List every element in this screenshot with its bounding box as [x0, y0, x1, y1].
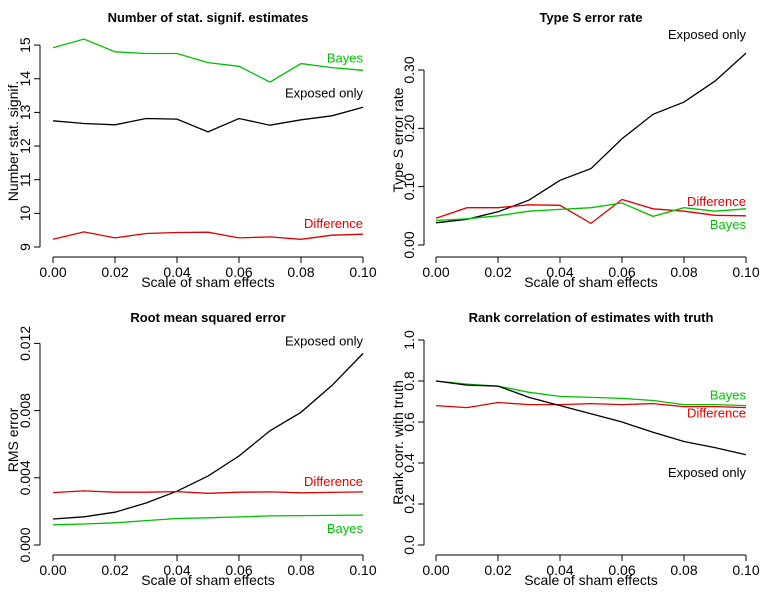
y-axis-label: RMS error [5, 407, 21, 472]
series-line-bayes [435, 202, 747, 222]
panel-title: Type S error rate [539, 10, 642, 25]
series-label-difference: Difference [304, 474, 363, 489]
y-axis-label: Number stat. signif. [5, 81, 21, 202]
series-line-exposed-only [435, 380, 747, 456]
panel-4: Rank correlation of estimates with truth… [390, 310, 760, 588]
panel-title: Number of stat. signif. estimates [108, 10, 309, 25]
x-tick-label: 0.10 [349, 562, 376, 578]
series-line-exposed-only [435, 52, 747, 224]
series-line-exposed-only [52, 353, 364, 520]
x-tick-label: 0.06 [225, 264, 252, 280]
series-label-exposed-only: Exposed only [668, 465, 747, 480]
series-label-exposed-only: Exposed only [668, 27, 747, 42]
x-axis-label: Scale of sham effects [524, 274, 658, 290]
x-tick-label: 0.08 [670, 562, 697, 578]
y-tick-label: 0.4 [401, 453, 417, 473]
x-tick-label: 0.04 [546, 562, 573, 578]
x-axis-label: Scale of sham effects [524, 572, 658, 588]
y-tick-label: 14 [17, 71, 33, 87]
x-tick-label: 0.06 [225, 562, 252, 578]
x-axis-label: Scale of sham effects [141, 274, 275, 290]
x-tick-label: 0.08 [670, 264, 697, 280]
x-tick-label: 0.02 [101, 264, 128, 280]
x-tick-label: 0.08 [287, 264, 314, 280]
y-tick-label: 0.012 [17, 326, 33, 361]
y-tick-label: 0.2 [401, 494, 417, 514]
panel-2: Type S error rate 0.00 0.02 0.04 0.06 0.08 0.1… [390, 10, 760, 290]
series-line-difference [52, 231, 364, 240]
series-line-difference [52, 490, 364, 494]
series-line-bayes [52, 514, 364, 526]
x-tick-label: 0.04 [546, 264, 573, 280]
series-label-exposed-only: Exposed only [285, 333, 364, 348]
y-tick-label: 0.000 [17, 527, 33, 562]
series-label-bayes: Bayes [710, 217, 747, 232]
y-axis-label: Type S error rate [390, 87, 406, 192]
x-tick-label: 0.10 [732, 562, 759, 578]
series-label-bayes: Bayes [710, 388, 747, 403]
y-tick-label: 1.0 [401, 330, 417, 350]
x-axis-label: Scale of sham effects [141, 572, 275, 588]
series-label-difference: Difference [687, 194, 746, 209]
panel-1: Number of stat. signif. estimates 0.00 0.0… [5, 10, 377, 290]
series-label-exposed-only: Exposed only [285, 85, 364, 100]
y-tick-label: 0.20 [401, 114, 417, 141]
series-line-exposed-only [52, 106, 364, 133]
x-tick-label: 0.06 [608, 562, 635, 578]
y-tick-label: 10 [17, 205, 33, 221]
y-axis-label: Rank corr. with truth [390, 380, 406, 505]
series-line-difference [435, 198, 747, 225]
y-tick-label: 0.8 [401, 371, 417, 391]
x-tick-label: 0.02 [101, 562, 128, 578]
x-tick-label: 0.10 [349, 264, 376, 280]
y-tick-label: 0.10 [401, 173, 417, 200]
x-tick-label: 0.06 [608, 264, 635, 280]
y-tick-label: 15 [17, 37, 33, 53]
x-tick-label: 0.04 [163, 562, 190, 578]
x-tick-label: 0.00 [422, 264, 449, 280]
series-line-bayes [52, 38, 364, 83]
y-tick-label: 13 [17, 104, 33, 120]
y-tick-label: 0.004 [17, 460, 33, 495]
series-line-difference [435, 401, 747, 409]
x-tick-label: 0.00 [39, 264, 66, 280]
x-tick-label: 0.04 [163, 264, 190, 280]
series-line-bayes [435, 380, 747, 407]
y-tick-label: 9 [17, 243, 33, 251]
x-tick-label: 0.00 [39, 562, 66, 578]
x-tick-label: 0.08 [287, 562, 314, 578]
y-tick-label: 12 [17, 138, 33, 154]
y-tick-label: 0.008 [17, 393, 33, 428]
x-tick-label: 0.10 [732, 264, 759, 280]
panel-title: Rank correlation of estimates with truth [469, 310, 714, 325]
series-label-difference: Difference [687, 406, 746, 421]
y-tick-label: 0.6 [401, 412, 417, 432]
y-tick-label: 11 [17, 172, 33, 187]
panel-3: Root mean squared error 0.00 0.02 0.04 0.06 0… [5, 310, 377, 588]
x-tick-label: 0.02 [484, 264, 511, 280]
x-tick-label: 0.00 [422, 562, 449, 578]
x-tick-label: 0.02 [484, 562, 511, 578]
y-tick-label: 0.0 [401, 535, 417, 555]
series-label-bayes: Bayes [327, 521, 364, 536]
y-tick-label: 0.30 [401, 56, 417, 83]
series-label-difference: Difference [304, 216, 363, 231]
y-tick-label: 0.00 [401, 231, 417, 258]
panel-title: Root mean squared error [130, 310, 285, 325]
series-label-bayes: Bayes [327, 50, 364, 65]
